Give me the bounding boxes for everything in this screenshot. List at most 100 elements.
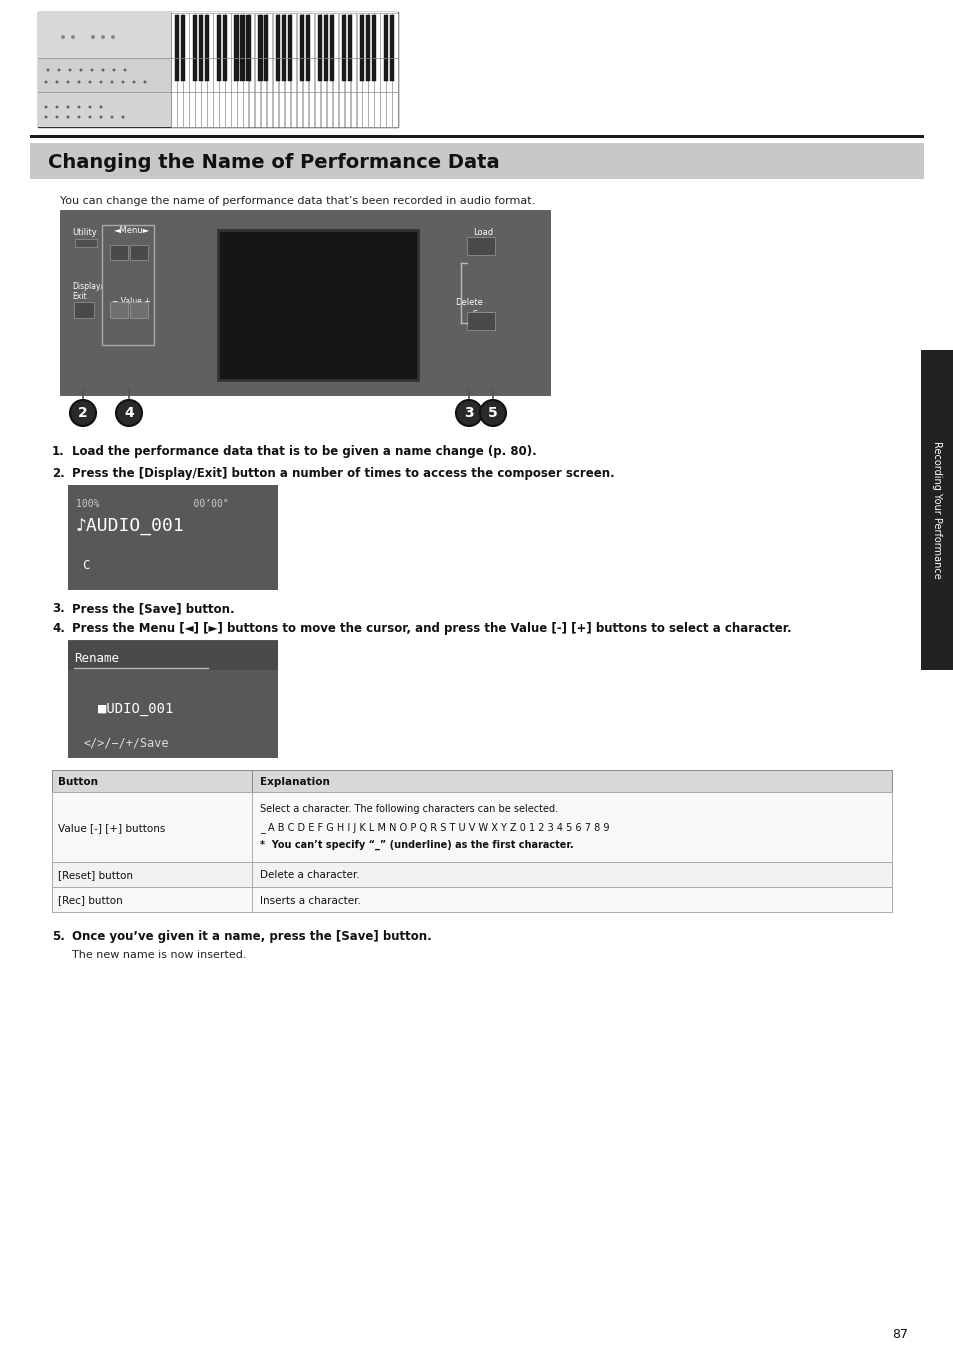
Bar: [314, 14, 320, 127]
Bar: [52, 769, 891, 792]
Text: Recording Your Performance: Recording Your Performance: [931, 441, 942, 579]
Bar: [180, 15, 185, 81]
Bar: [193, 15, 196, 81]
Circle shape: [69, 69, 71, 72]
Bar: [52, 863, 891, 887]
Circle shape: [99, 105, 102, 108]
Circle shape: [71, 35, 75, 39]
Text: Changing the Name of Performance Data: Changing the Name of Performance Data: [48, 153, 499, 171]
Ellipse shape: [479, 400, 505, 427]
Circle shape: [91, 35, 95, 39]
Bar: [389, 15, 394, 81]
Text: C: C: [82, 559, 90, 572]
Bar: [183, 14, 189, 127]
Text: 1.: 1.: [52, 446, 65, 458]
Bar: [320, 14, 326, 127]
Text: Load: Load: [473, 228, 493, 238]
Bar: [38, 12, 171, 58]
Circle shape: [77, 105, 80, 108]
Circle shape: [77, 116, 80, 119]
Bar: [296, 14, 302, 127]
Bar: [324, 15, 328, 81]
Bar: [225, 14, 231, 127]
Bar: [344, 14, 350, 127]
Text: Display/
Exit: Display/ Exit: [71, 282, 103, 301]
Bar: [383, 15, 388, 81]
Circle shape: [67, 105, 70, 108]
Ellipse shape: [116, 400, 142, 427]
Text: − Value +: − Value +: [112, 297, 151, 306]
Bar: [38, 12, 397, 127]
Bar: [261, 14, 266, 127]
Bar: [195, 14, 200, 127]
Bar: [30, 143, 923, 180]
Bar: [264, 15, 268, 81]
Circle shape: [112, 69, 115, 72]
Circle shape: [121, 116, 125, 119]
Circle shape: [45, 81, 48, 84]
Bar: [374, 14, 379, 127]
Bar: [234, 15, 238, 81]
Text: ♪AUDIO_001: ♪AUDIO_001: [76, 517, 185, 535]
Bar: [102, 225, 153, 346]
Ellipse shape: [456, 400, 481, 427]
Circle shape: [79, 69, 82, 72]
Bar: [38, 92, 171, 127]
Bar: [177, 14, 183, 127]
Circle shape: [61, 35, 65, 39]
Circle shape: [45, 105, 48, 108]
Bar: [348, 15, 352, 81]
Bar: [350, 14, 355, 127]
Text: Load the performance data that is to be given a name change (p. 80).: Load the performance data that is to be …: [71, 446, 537, 458]
Bar: [240, 15, 244, 81]
Text: 2.: 2.: [52, 467, 65, 481]
Bar: [317, 15, 322, 81]
Circle shape: [101, 35, 105, 39]
Bar: [341, 15, 346, 81]
Text: The new name is now inserted.: The new name is now inserted.: [71, 950, 246, 960]
Circle shape: [77, 81, 80, 84]
Circle shape: [111, 81, 113, 84]
Bar: [362, 14, 368, 127]
Bar: [204, 15, 209, 81]
Circle shape: [121, 81, 125, 84]
Circle shape: [111, 116, 113, 119]
Bar: [285, 14, 290, 127]
Bar: [130, 244, 148, 261]
Circle shape: [101, 69, 105, 72]
Bar: [243, 14, 248, 127]
Text: Button: Button: [58, 778, 98, 787]
Circle shape: [132, 81, 135, 84]
Text: ■UDIO_001: ■UDIO_001: [98, 702, 173, 716]
Circle shape: [55, 81, 58, 84]
Text: Select a character. The following characters can be selected.: Select a character. The following charac…: [260, 805, 558, 814]
Bar: [201, 14, 207, 127]
Bar: [372, 15, 375, 81]
Text: 4: 4: [124, 406, 133, 420]
Circle shape: [47, 69, 50, 72]
Bar: [219, 14, 224, 127]
Bar: [30, 135, 923, 138]
Text: 87: 87: [891, 1328, 907, 1342]
Circle shape: [143, 81, 147, 84]
Bar: [68, 485, 277, 590]
Circle shape: [99, 81, 102, 84]
Text: 2: 2: [78, 406, 88, 420]
Bar: [309, 14, 314, 127]
Text: </>/−/+/Save: </>/−/+/Save: [84, 736, 170, 749]
Bar: [267, 14, 272, 127]
Bar: [278, 14, 284, 127]
Text: _ A B C D E F G H I J K L M N O P Q R S T U V W X Y Z 0 1 2 3 4 5 6 7 8 9: _ A B C D E F G H I J K L M N O P Q R S …: [260, 822, 609, 833]
Bar: [231, 14, 236, 127]
Bar: [380, 14, 385, 127]
Circle shape: [111, 35, 115, 39]
Text: [Rec] button: [Rec] button: [58, 895, 123, 906]
Bar: [207, 14, 213, 127]
Bar: [282, 15, 286, 81]
Text: 5.: 5.: [52, 930, 65, 944]
Bar: [218, 230, 417, 379]
Bar: [392, 14, 397, 127]
Bar: [222, 15, 227, 81]
Text: Delete: Delete: [455, 298, 482, 306]
Bar: [216, 15, 220, 81]
